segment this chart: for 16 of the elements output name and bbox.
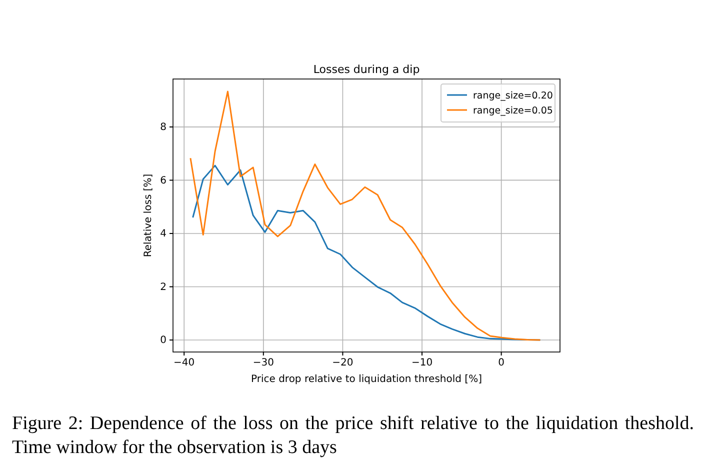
y-tick-label: 4 (160, 228, 166, 240)
x-tick-label: −40 (174, 358, 195, 369)
y-tick-label: 6 (160, 175, 166, 186)
legend-label: range_size=0.20 (473, 90, 553, 102)
caption: Figure 2: Dependence of the loss on the price shift relative to the liquidation theshold. Time window for the observation is 3 days (12, 412, 694, 460)
y-axis-title: Relative loss [%] (143, 174, 154, 258)
legend-label: range_size=0.05 (473, 106, 553, 116)
x-tick-label: −20 (332, 358, 354, 369)
x-tick-label: 0 (498, 358, 505, 369)
x-tick-label: −10 (411, 358, 433, 369)
y-tick-label: 2 (160, 282, 166, 293)
x-axis-title: Price drop relative to liquidation threshold [%] (251, 374, 482, 385)
y-tick-label: 8 (160, 122, 166, 134)
y-tick-label: 0 (160, 335, 166, 346)
x-tick-label: −30 (252, 358, 274, 369)
chart-title: Losses during a dip (313, 63, 420, 76)
